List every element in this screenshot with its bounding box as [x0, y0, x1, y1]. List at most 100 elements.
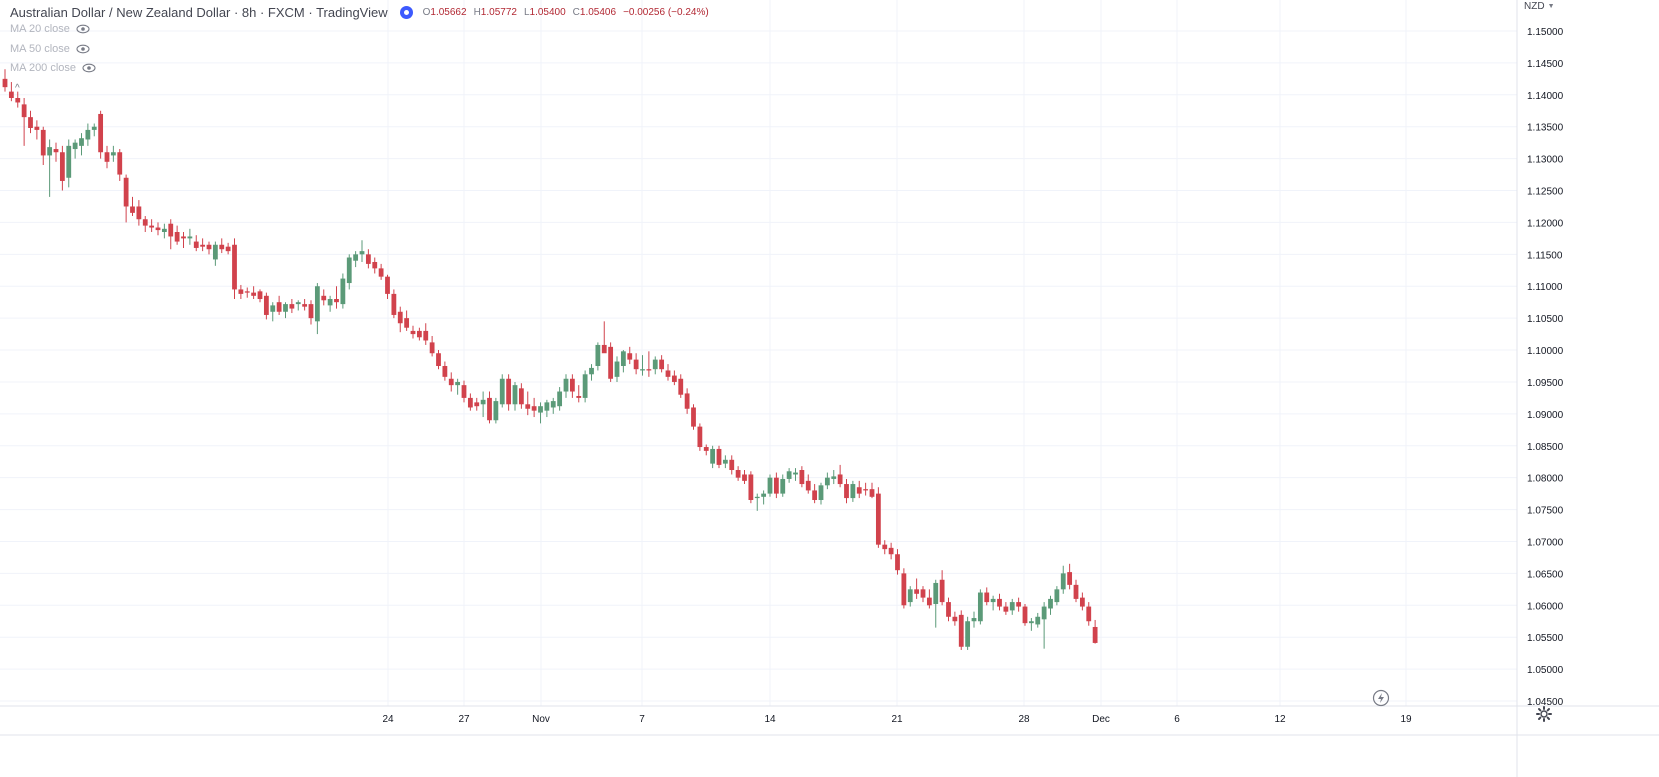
candle-body[interactable]: [410, 330, 416, 335]
candle-body[interactable]: [824, 477, 830, 486]
candle-body[interactable]: [2, 78, 8, 88]
candle-body[interactable]: [984, 592, 990, 603]
candle-body[interactable]: [710, 448, 716, 464]
market-status-icon[interactable]: [399, 5, 413, 19]
indicator-ma50[interactable]: MA 50 close: [10, 43, 90, 55]
candle-body[interactable]: [1073, 584, 1079, 599]
candle-body[interactable]: [799, 470, 805, 485]
candle-body[interactable]: [321, 295, 327, 301]
candle-body[interactable]: [640, 369, 645, 371]
candle-body[interactable]: [283, 304, 288, 312]
candle-body[interactable]: [372, 261, 378, 269]
candle-body[interactable]: [391, 293, 397, 315]
candle-body[interactable]: [997, 598, 1002, 607]
candle-body[interactable]: [557, 391, 563, 407]
candle-body[interactable]: [780, 478, 786, 494]
candle-body[interactable]: [837, 474, 843, 485]
symbol-title[interactable]: Australian Dollar / New Zealand Dollar ·…: [10, 4, 388, 20]
eye-icon[interactable]: [82, 63, 96, 73]
candle-body[interactable]: [155, 227, 161, 231]
candle-body[interactable]: [21, 104, 27, 118]
candle-body[interactable]: [518, 388, 524, 405]
candle-body[interactable]: [232, 244, 237, 290]
candle-body[interactable]: [952, 616, 958, 622]
candle-body[interactable]: [538, 406, 543, 413]
candle-body[interactable]: [436, 353, 441, 366]
candle-body[interactable]: [907, 589, 913, 603]
candle-body[interactable]: [742, 474, 747, 481]
candle-body[interactable]: [219, 244, 225, 250]
candle-body[interactable]: [200, 244, 206, 247]
candle-body[interactable]: [59, 152, 65, 181]
candle-body[interactable]: [359, 251, 365, 255]
candle-body[interactable]: [990, 598, 996, 603]
candle-body[interactable]: [474, 402, 480, 407]
candle-body[interactable]: [85, 129, 91, 140]
candle-body[interactable]: [620, 351, 626, 366]
candle-body[interactable]: [1048, 598, 1053, 609]
candle-body[interactable]: [576, 395, 582, 398]
candle-body[interactable]: [295, 302, 301, 305]
candle-body[interactable]: [512, 385, 518, 405]
candle-body[interactable]: [244, 291, 250, 293]
candle-body[interactable]: [8, 91, 14, 98]
candle-body[interactable]: [895, 554, 900, 571]
candle-body[interactable]: [550, 401, 556, 408]
candle-body[interactable]: [786, 471, 792, 479]
candle-body[interactable]: [487, 397, 492, 421]
candle-body[interactable]: [276, 302, 282, 312]
candle-body[interactable]: [1086, 606, 1092, 622]
candle-body[interactable]: [130, 206, 135, 213]
candle-body[interactable]: [289, 304, 295, 309]
candle-body[interactable]: [589, 367, 594, 375]
candle-body[interactable]: [850, 484, 856, 499]
candle-body[interactable]: [378, 268, 384, 277]
candle-body[interactable]: [47, 147, 53, 156]
lightning-bolt-icon[interactable]: [1372, 689, 1390, 707]
candle-body[interactable]: [493, 401, 499, 421]
candle-body[interactable]: [965, 621, 971, 647]
candle-body[interactable]: [340, 278, 346, 305]
candle-body[interactable]: [308, 304, 314, 319]
candle-body[interactable]: [748, 474, 754, 500]
candle-body[interactable]: [544, 402, 550, 411]
candle-body[interactable]: [1041, 606, 1047, 620]
candle-body[interactable]: [754, 496, 760, 499]
candle-body[interactable]: [531, 406, 537, 411]
candle-body[interactable]: [442, 366, 448, 377]
candle-body[interactable]: [627, 353, 633, 360]
candle-body[interactable]: [933, 582, 939, 605]
candle-body[interactable]: [888, 547, 894, 555]
candle-body[interactable]: [353, 254, 359, 261]
candle-body[interactable]: [302, 304, 308, 307]
candle-body[interactable]: [66, 145, 72, 178]
candle-body[interactable]: [225, 246, 231, 252]
candle-body[interactable]: [569, 378, 575, 392]
candle-body[interactable]: [1022, 606, 1028, 624]
candle-body[interactable]: [467, 397, 473, 408]
candle-body[interactable]: [856, 487, 862, 494]
candle-body[interactable]: [716, 448, 722, 465]
candle-body[interactable]: [136, 206, 142, 220]
candle-body[interactable]: [117, 152, 123, 175]
candle-body[interactable]: [404, 318, 410, 328]
gear-icon[interactable]: [1535, 705, 1553, 723]
candle-body[interactable]: [161, 228, 167, 232]
indicator-ma200[interactable]: MA 200 close: [10, 62, 96, 74]
candle-body[interactable]: [767, 477, 773, 494]
candle-body[interactable]: [875, 493, 881, 545]
candle-body[interactable]: [652, 359, 658, 370]
candle-body[interactable]: [601, 344, 607, 354]
candle-body[interactable]: [614, 361, 620, 377]
candle-body[interactable]: [665, 370, 671, 377]
candle-body[interactable]: [659, 359, 665, 370]
candle-body[interactable]: [238, 289, 244, 294]
candle-body[interactable]: [697, 426, 703, 448]
candle-body[interactable]: [1028, 621, 1034, 624]
candle-body[interactable]: [595, 344, 601, 366]
candle-body[interactable]: [812, 490, 818, 500]
candle-body[interactable]: [181, 236, 186, 239]
candle-body[interactable]: [958, 614, 964, 647]
candle-body[interactable]: [174, 232, 180, 242]
candle-body[interactable]: [28, 117, 33, 128]
